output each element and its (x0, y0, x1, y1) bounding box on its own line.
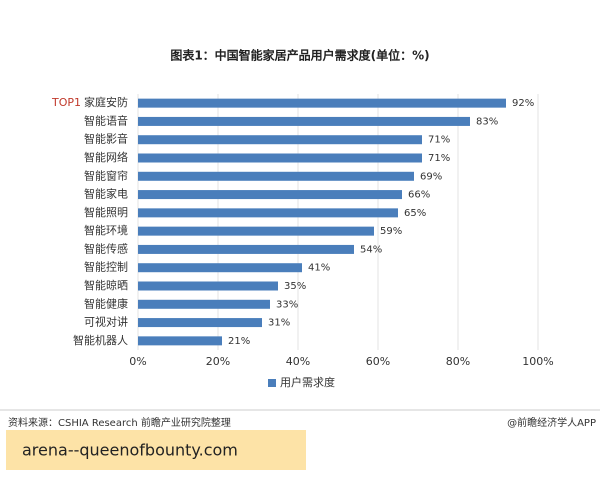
value-label: 71% (428, 135, 450, 146)
value-label: 33% (276, 299, 298, 310)
y-tick-label: 智能健康 (84, 296, 128, 310)
y-tick-label: 智能晾晒 (84, 278, 128, 292)
value-label: 41% (308, 263, 330, 274)
top-tag: TOP1 (51, 96, 81, 109)
source: 资料来源：CSHIA Research 前瞻产业研究院整理 (8, 416, 231, 429)
chart-title: 图表1：中国智能家居产品用户需求度(单位：%) (170, 48, 429, 63)
bar (138, 318, 262, 328)
y-tick-label: 家庭安防 (84, 95, 128, 109)
y-tick-label: 智能影音 (84, 132, 128, 146)
x-tick-label: 60% (366, 355, 390, 368)
overlay-box (6, 430, 306, 470)
x-tick-label: 100% (522, 355, 553, 368)
y-tick-label: 智能控制 (84, 260, 128, 274)
bar (138, 336, 222, 346)
x-tick-label: 20% (206, 355, 230, 368)
bar (138, 116, 470, 126)
y-tick-label: 智能窗帘 (84, 168, 128, 182)
bar (138, 299, 270, 309)
y-tick-label: 智能网络 (84, 150, 128, 164)
bar (138, 153, 422, 163)
bar (138, 171, 414, 181)
bar (138, 135, 422, 145)
x-tick-label: 0% (129, 355, 146, 368)
value-label: 66% (408, 190, 430, 201)
value-label: 59% (380, 226, 402, 237)
value-label: 71% (428, 153, 450, 164)
value-label: 31% (268, 318, 290, 329)
y-tick-label: 智能机器人 (73, 333, 128, 347)
bar (138, 208, 398, 218)
y-tick-label: 智能照明 (84, 205, 128, 219)
y-tick-label: 可视对讲 (84, 315, 128, 329)
bar (138, 190, 402, 200)
value-label: 21% (228, 336, 250, 347)
bar (138, 281, 278, 291)
bar (138, 244, 354, 254)
overlay-text: arena--queenofbounty.com (22, 441, 238, 460)
value-label: 69% (420, 171, 442, 182)
y-tick-label: 智能环境 (84, 223, 128, 237)
bar (138, 226, 374, 236)
value-label: 54% (360, 244, 382, 255)
bar (138, 263, 302, 273)
credit: @前瞻经济学人APP (507, 416, 596, 429)
value-label: 65% (404, 208, 426, 219)
legend-label: 用户需求度 (280, 375, 335, 389)
x-tick-label: 80% (446, 355, 470, 368)
value-label: 92% (512, 98, 534, 109)
value-label: 83% (476, 116, 498, 127)
legend-swatch (268, 379, 276, 387)
y-tick-label: 智能传感 (84, 241, 128, 255)
x-tick-label: 40% (286, 355, 310, 368)
y-tick-label: 智能语音 (84, 113, 128, 127)
bar (138, 98, 506, 108)
value-label: 35% (284, 281, 306, 292)
y-tick-label: 智能家电 (84, 187, 128, 201)
